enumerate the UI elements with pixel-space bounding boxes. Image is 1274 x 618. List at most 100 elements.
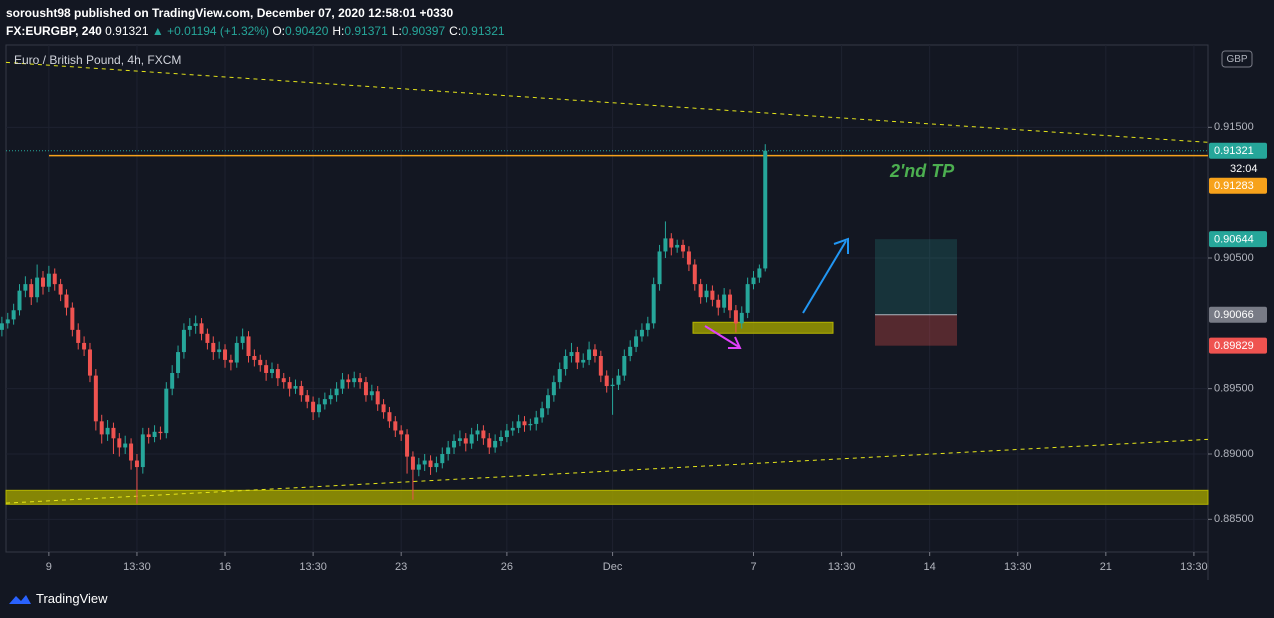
candle-body <box>35 277 40 298</box>
tp-label: 2'nd TP <box>889 161 955 181</box>
trendline <box>5 438 1209 504</box>
candle-body <box>639 329 644 337</box>
candle-body <box>293 386 298 389</box>
blue-arrow-head <box>833 237 849 254</box>
candle-body <box>698 284 703 298</box>
candle-body <box>387 412 392 422</box>
ohlc-key: C: <box>449 24 462 38</box>
candle-body <box>428 460 433 468</box>
candle-body <box>322 399 327 405</box>
candle-body <box>5 319 10 324</box>
candle-body <box>264 365 269 373</box>
candle-body <box>117 438 122 448</box>
candle-body <box>563 355 568 370</box>
candle-body <box>634 336 639 347</box>
candle-body <box>405 434 410 457</box>
candle-body <box>410 456 415 470</box>
candle-body <box>745 284 750 313</box>
candle-body <box>217 349 222 353</box>
ohlc-key: H: <box>332 24 345 38</box>
candle-body <box>346 379 351 383</box>
candle-body <box>463 438 468 444</box>
y-tick-label: 0.90500 <box>1214 252 1254 264</box>
candle-body <box>569 352 574 356</box>
candle-body <box>728 294 733 311</box>
candle-body <box>299 386 304 396</box>
y-tick-label: 0.89500 <box>1214 383 1254 395</box>
plot-frame <box>5 44 1209 553</box>
candle-body <box>757 268 762 278</box>
currency[interactable]: GBP <box>1226 54 1247 65</box>
symbol: FX:EURGBP, 240 <box>6 24 102 38</box>
candle-body <box>692 264 697 285</box>
candle-body <box>475 430 480 435</box>
candle-body <box>722 294 727 308</box>
logo <box>9 594 31 604</box>
candle-body <box>399 430 404 435</box>
position-stop <box>875 314 957 346</box>
x-tick-label: 13:30 <box>123 561 151 573</box>
candle-body <box>681 244 686 252</box>
candle-body <box>252 355 257 360</box>
x-tick-label: 13:30 <box>1180 561 1208 573</box>
position-target <box>875 239 957 315</box>
candle-body <box>510 427 515 431</box>
candle-body <box>592 349 597 356</box>
candle-body <box>70 307 75 330</box>
pink-arrow-head <box>728 336 742 349</box>
candle-body <box>610 384 615 387</box>
candle-body <box>328 395 333 400</box>
price-badge-label: 0.91321 <box>1214 145 1254 157</box>
candle-body <box>645 323 650 330</box>
candle-body <box>281 378 286 383</box>
currency-button[interactable] <box>1221 50 1253 68</box>
candle-body <box>434 463 439 468</box>
candle-body <box>193 323 198 326</box>
support-zone <box>5 489 1209 505</box>
candle-body <box>105 427 110 435</box>
candle-body <box>452 440 457 448</box>
candle-body <box>140 434 145 468</box>
candle-body <box>598 355 603 376</box>
candle-body <box>581 359 586 363</box>
candle-body <box>375 391 380 405</box>
candle-body <box>499 437 504 441</box>
candle-body <box>669 238 674 248</box>
price-badge <box>1209 177 1267 194</box>
candle-body <box>205 333 210 343</box>
candle-body <box>369 391 374 396</box>
candle-body <box>352 378 357 383</box>
candle-body <box>82 342 87 350</box>
candle-body <box>493 440 498 448</box>
candle-body <box>487 438 492 448</box>
candle-body <box>557 369 562 383</box>
candle-body <box>0 323 4 330</box>
candle-body <box>170 372 175 389</box>
price-badge-label: 0.90066 <box>1214 309 1254 321</box>
ohlc-key: O: <box>272 24 285 38</box>
candle-body <box>311 401 316 413</box>
ohlc-value: 0.91321 <box>461 24 505 38</box>
candle-body <box>481 430 486 439</box>
price-badge-label: 0.91283 <box>1214 180 1254 192</box>
candle-body <box>381 404 386 413</box>
ohlc-key: L: <box>391 24 402 38</box>
candle-body <box>123 443 128 448</box>
candle-body <box>751 277 756 285</box>
candle-body <box>64 294 69 308</box>
price-badge-label: 0.89829 <box>1214 340 1254 352</box>
candle-body <box>334 388 339 396</box>
footer: TradingView <box>8 591 108 606</box>
candle-body <box>158 431 163 434</box>
candle-body <box>17 290 22 311</box>
pink-arrow <box>704 325 740 348</box>
candle-body <box>393 421 398 431</box>
y-tick-label: 0.88500 <box>1214 513 1254 525</box>
candle-body <box>111 427 116 439</box>
candle-body <box>275 369 280 379</box>
x-tick-label: 16 <box>219 561 231 573</box>
candle-body <box>416 464 421 470</box>
candle-body <box>422 460 427 465</box>
candle-body <box>187 325 192 330</box>
candle-body <box>651 284 656 324</box>
